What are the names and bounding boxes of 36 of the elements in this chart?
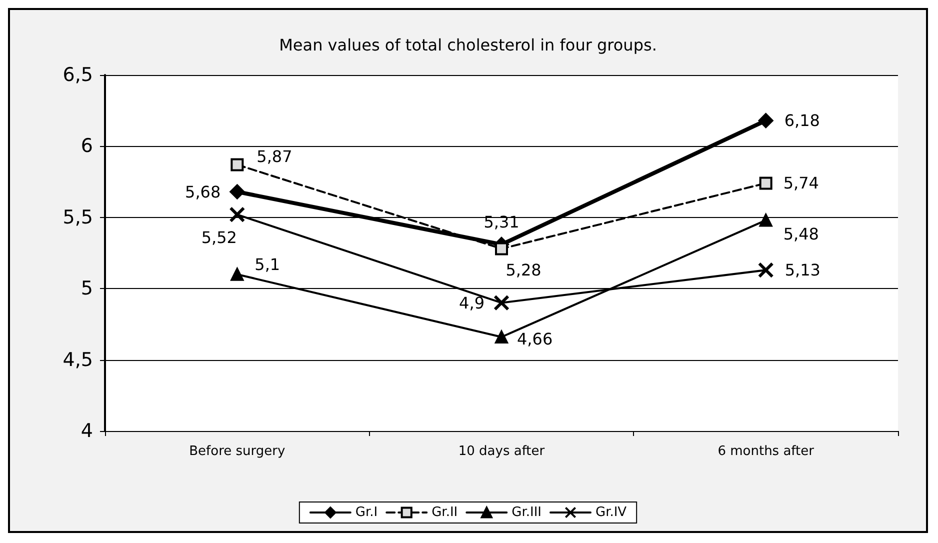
point [758,113,774,128]
data-label: 5,28 [506,260,542,280]
point [495,242,508,256]
y-tick-label: 5,5 [62,206,93,228]
point [494,294,510,311]
y-tick-label: 4 [80,420,93,442]
x-tick-label: 10 days after [458,444,546,459]
data-label: 5,74 [783,174,819,193]
data-label: 4,9 [459,293,484,312]
legend-label: Gr.II [432,505,458,520]
y-tick-label: 6,5 [62,64,93,86]
point [495,330,508,344]
data-label: 6,18 [784,111,820,130]
point [758,262,774,278]
legend-label: Gr.III [512,505,542,520]
data-label: 5,68 [185,182,221,202]
data-label: 4,66 [517,330,553,349]
point [759,214,772,227]
point [229,206,246,223]
data-label: 5,52 [201,228,237,248]
point [230,268,244,281]
data-label: 5,13 [784,260,820,280]
point [230,158,244,172]
x-tick-label: 6 months after [718,444,815,459]
point [230,184,245,200]
data-label: 5,1 [254,254,280,274]
x-tick-label: Before surgery [189,444,286,459]
point [759,176,772,190]
y-tick-label: 5 [80,278,93,300]
legend-label: Gr.IV [595,505,627,520]
data-label: 5,48 [783,224,819,244]
data-label: 5,87 [256,147,292,166]
y-tick-label: 4,5 [62,348,93,371]
y-tick-label: 6 [80,135,93,158]
chart-title: Mean values of total cholesterol in four groups. [279,36,657,54]
legend-label: Gr.I [355,505,378,520]
